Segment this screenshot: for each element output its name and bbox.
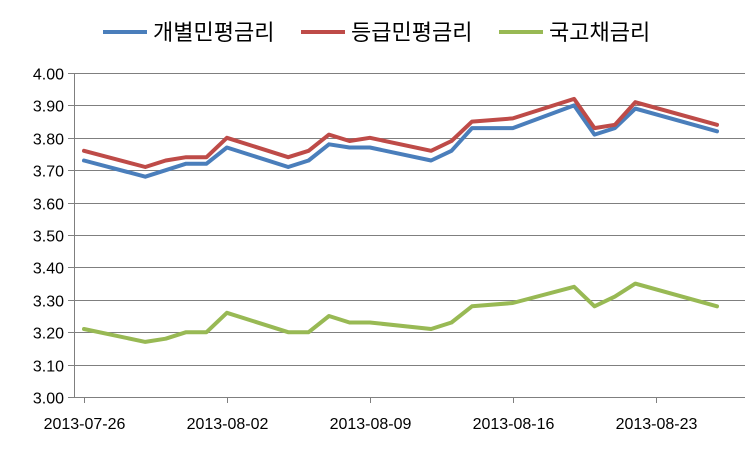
y-tick-label: 3.20 [33, 326, 64, 343]
x-tick-label: 2013-08-16 [473, 416, 555, 433]
series-line-1 [82, 103, 719, 179]
legend-label-1: 개별민평금리 [153, 21, 274, 46]
y-axis-ticks: 3.00 3.10 3.20 3.30 3.40 3.50 3.60 3.70 3.80 3.90… [33, 67, 74, 408]
x-axis-ticks: 2013-07-26 2013-08-02 2013-08-09 2013-08-16… [44, 397, 698, 433]
y-tick-label: 3.80 [33, 132, 64, 149]
legend: 개별민평금리 등급민평금리 국고채금리 [103, 21, 650, 46]
x-tick-label: 2013-07-26 [44, 416, 126, 433]
y-tick-label: 3.00 [33, 391, 64, 408]
x-tick-label: 2013-08-23 [616, 416, 698, 433]
legend-label-3: 국고채금리 [549, 21, 650, 46]
y-tick-label: 3.90 [33, 99, 64, 116]
x-tick-label: 2013-08-02 [187, 416, 269, 433]
series-line-3 [82, 281, 719, 344]
series-line-2 [82, 96, 719, 169]
x-tick-label: 2013-08-09 [330, 416, 412, 433]
gridlines [74, 73, 745, 366]
legend-label-2: 등급민평금리 [351, 21, 472, 46]
y-tick-label: 3.30 [33, 294, 64, 311]
y-tick-label: 3.70 [33, 164, 64, 181]
y-tick-label: 3.10 [33, 359, 64, 376]
y-tick-label: 3.50 [33, 229, 64, 246]
y-tick-label: 3.40 [33, 261, 64, 278]
y-tick-label: 3.60 [33, 197, 64, 214]
y-tick-label: 4.00 [33, 67, 64, 84]
series-lines [82, 96, 719, 344]
